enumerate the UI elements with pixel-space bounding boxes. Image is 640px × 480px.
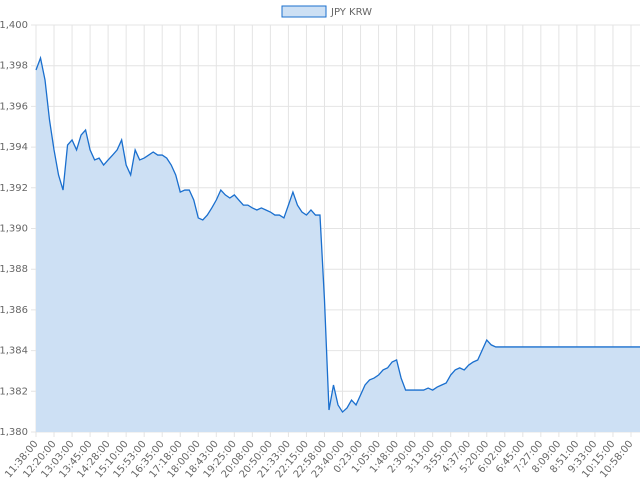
y-tick-label: 1,380 — [0, 427, 28, 438]
y-tick-label: 1,388 — [0, 264, 28, 275]
line — [35, 55, 640, 414]
y-tick-label: 1,400 — [0, 20, 28, 31]
y-tick-label: 1,386 — [0, 305, 28, 316]
y-tick-label: 1,396 — [0, 101, 28, 112]
y-tick-label: 1,384 — [0, 346, 28, 357]
legend-swatch — [281, 5, 327, 18]
legend-label: JPY KRW — [330, 7, 372, 18]
y-tick-label: 1,394 — [0, 142, 28, 153]
area-fill — [36, 57, 640, 432]
y-tick-label: 1,390 — [0, 224, 28, 235]
y-tick-label: 1,392 — [0, 183, 28, 194]
y-tick-label: 1,382 — [0, 386, 28, 397]
y-tick-label: 1,398 — [0, 61, 28, 72]
